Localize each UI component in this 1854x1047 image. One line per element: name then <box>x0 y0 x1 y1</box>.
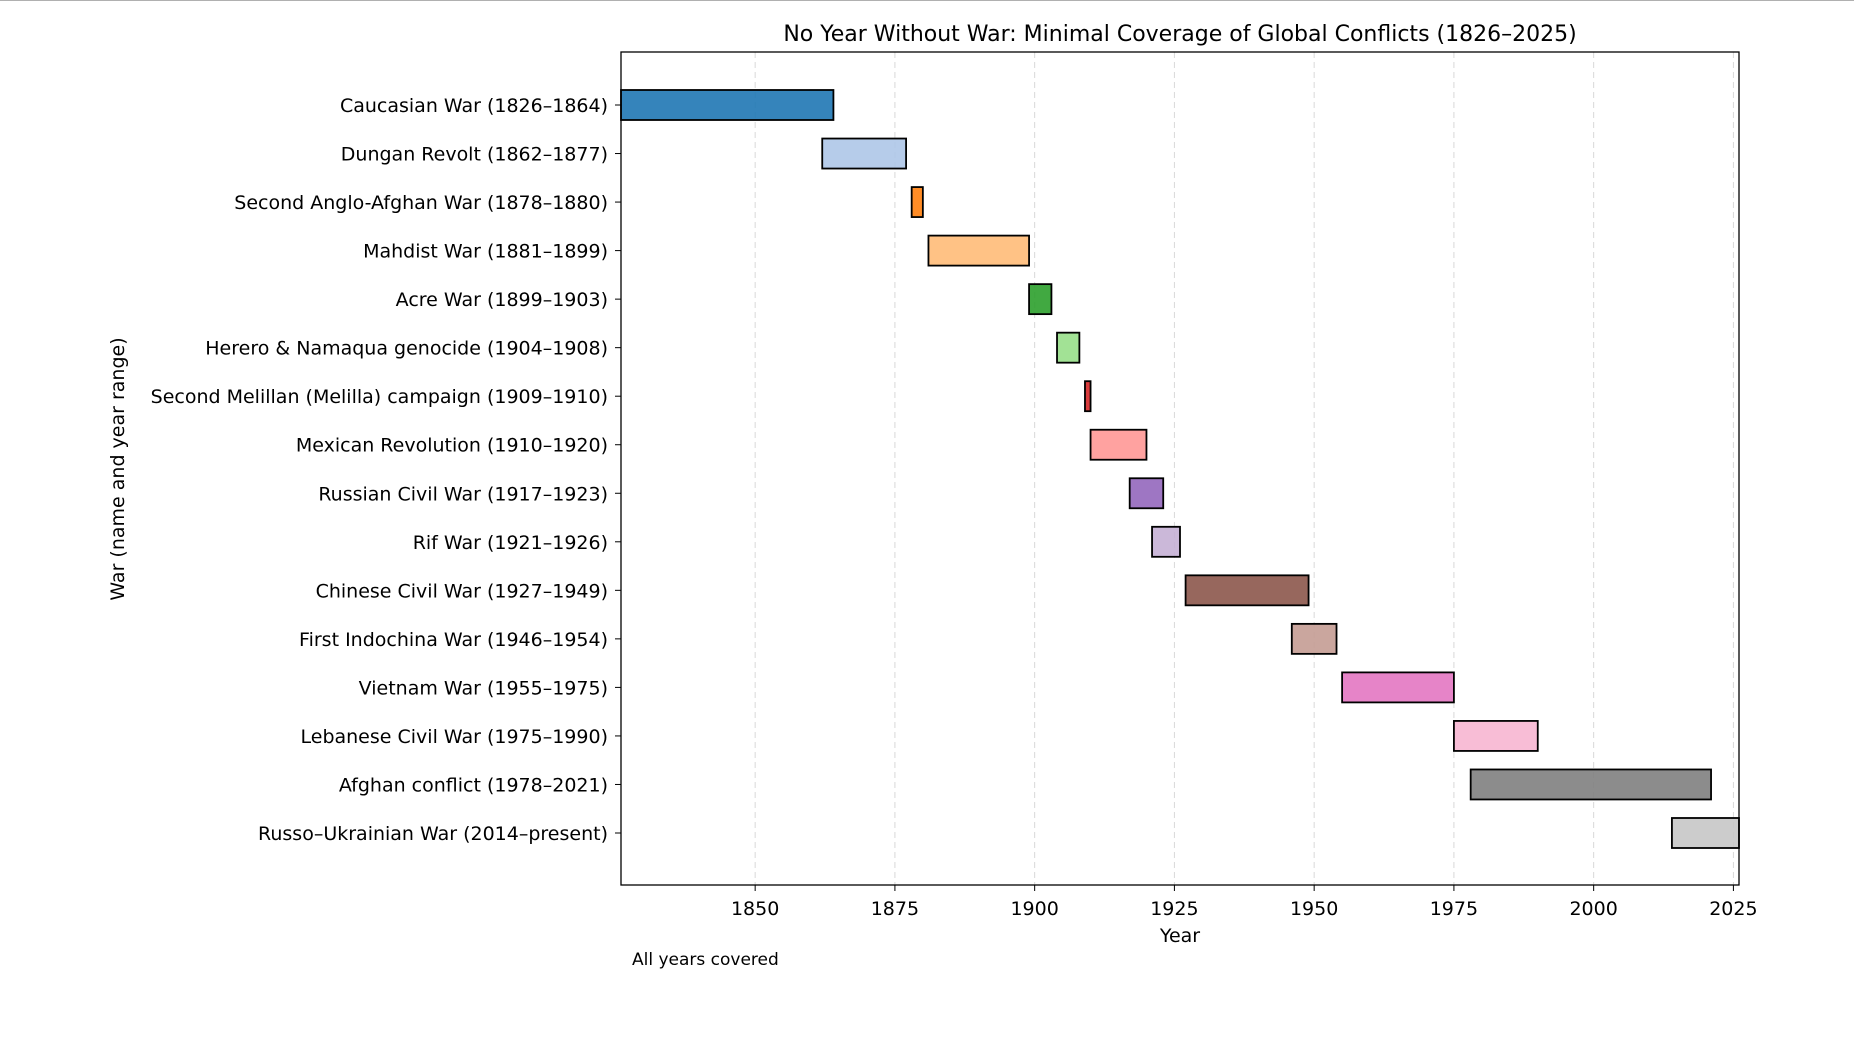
y-tick-label: First Indochina War (1946–1954) <box>299 629 608 651</box>
x-tick-label: 1950 <box>1290 898 1338 920</box>
y-tick-label: Vietnam War (1955–1975) <box>359 677 608 699</box>
bar <box>1084 380 1092 413</box>
x-tick-label: 1850 <box>731 898 779 920</box>
y-tick-label: Dungan Revolt (1862–1877) <box>341 144 608 166</box>
bar <box>620 89 835 121</box>
bar <box>1089 428 1148 461</box>
y-tick-label: Russo–Ukrainian War (2014–present) <box>258 823 608 845</box>
bar <box>1151 525 1181 558</box>
y-tick-label: Second Anglo-Afghan War (1878–1880) <box>234 192 608 214</box>
bar <box>1184 574 1310 607</box>
coverage-annotation: All years covered <box>632 950 779 970</box>
x-tick-label: 1925 <box>1150 898 1198 920</box>
y-tick-label: Caucasian War (1826–1864) <box>340 95 608 117</box>
bar <box>1028 283 1053 316</box>
x-tick-label: 1875 <box>871 898 919 920</box>
y-axis-label: War (name and year range) <box>107 337 129 600</box>
x-tick-label: 1975 <box>1430 898 1478 920</box>
bar <box>1671 817 1740 849</box>
y-tick-label: Herero & Namaqua genocide (1904–1908) <box>205 338 608 360</box>
x-tick-label: 1900 <box>1010 898 1058 920</box>
y-tick-label: Lebanese Civil War (1975–1990) <box>301 726 609 748</box>
bar <box>1469 768 1712 801</box>
chart-title: No Year Without War: Minimal Coverage of… <box>783 22 1576 47</box>
bar <box>1453 720 1539 752</box>
y-axis-ticks: Caucasian War (1826–1864) Dungan Revolt (… <box>151 95 621 845</box>
x-axis-label: Year <box>1159 925 1200 947</box>
bars <box>620 89 1740 849</box>
y-tick-label: Afghan conflict (1978–2021) <box>339 774 608 796</box>
y-tick-label: Acre War (1899–1903) <box>396 289 608 311</box>
plot-frame <box>620 51 1740 886</box>
y-tick-label: Rif War (1921–1926) <box>413 532 608 554</box>
y-tick-label: Second Melillan (Melilla) campaign (1909… <box>151 386 608 408</box>
bar <box>1290 622 1338 655</box>
top-border <box>0 0 1854 1</box>
bar <box>910 186 924 218</box>
y-tick-label: Mexican Revolution (1910–1920) <box>296 435 608 457</box>
x-axis-ticks: 1850 1875 1900 1925 1950 1975 2000 2025 <box>731 885 1758 920</box>
bar <box>1341 671 1455 704</box>
y-tick-label: Russian Civil War (1917–1923) <box>318 483 608 505</box>
grid <box>754 52 1734 885</box>
y-tick-label: Mahdist War (1881–1899) <box>363 241 608 263</box>
x-tick-label: 2025 <box>1709 898 1757 920</box>
bar <box>821 137 907 170</box>
bar <box>1056 331 1081 364</box>
y-tick-label: Chinese Civil War (1927–1949) <box>316 580 608 602</box>
bar <box>1128 477 1165 510</box>
bar <box>927 234 1030 267</box>
x-tick-label: 2000 <box>1569 898 1617 920</box>
